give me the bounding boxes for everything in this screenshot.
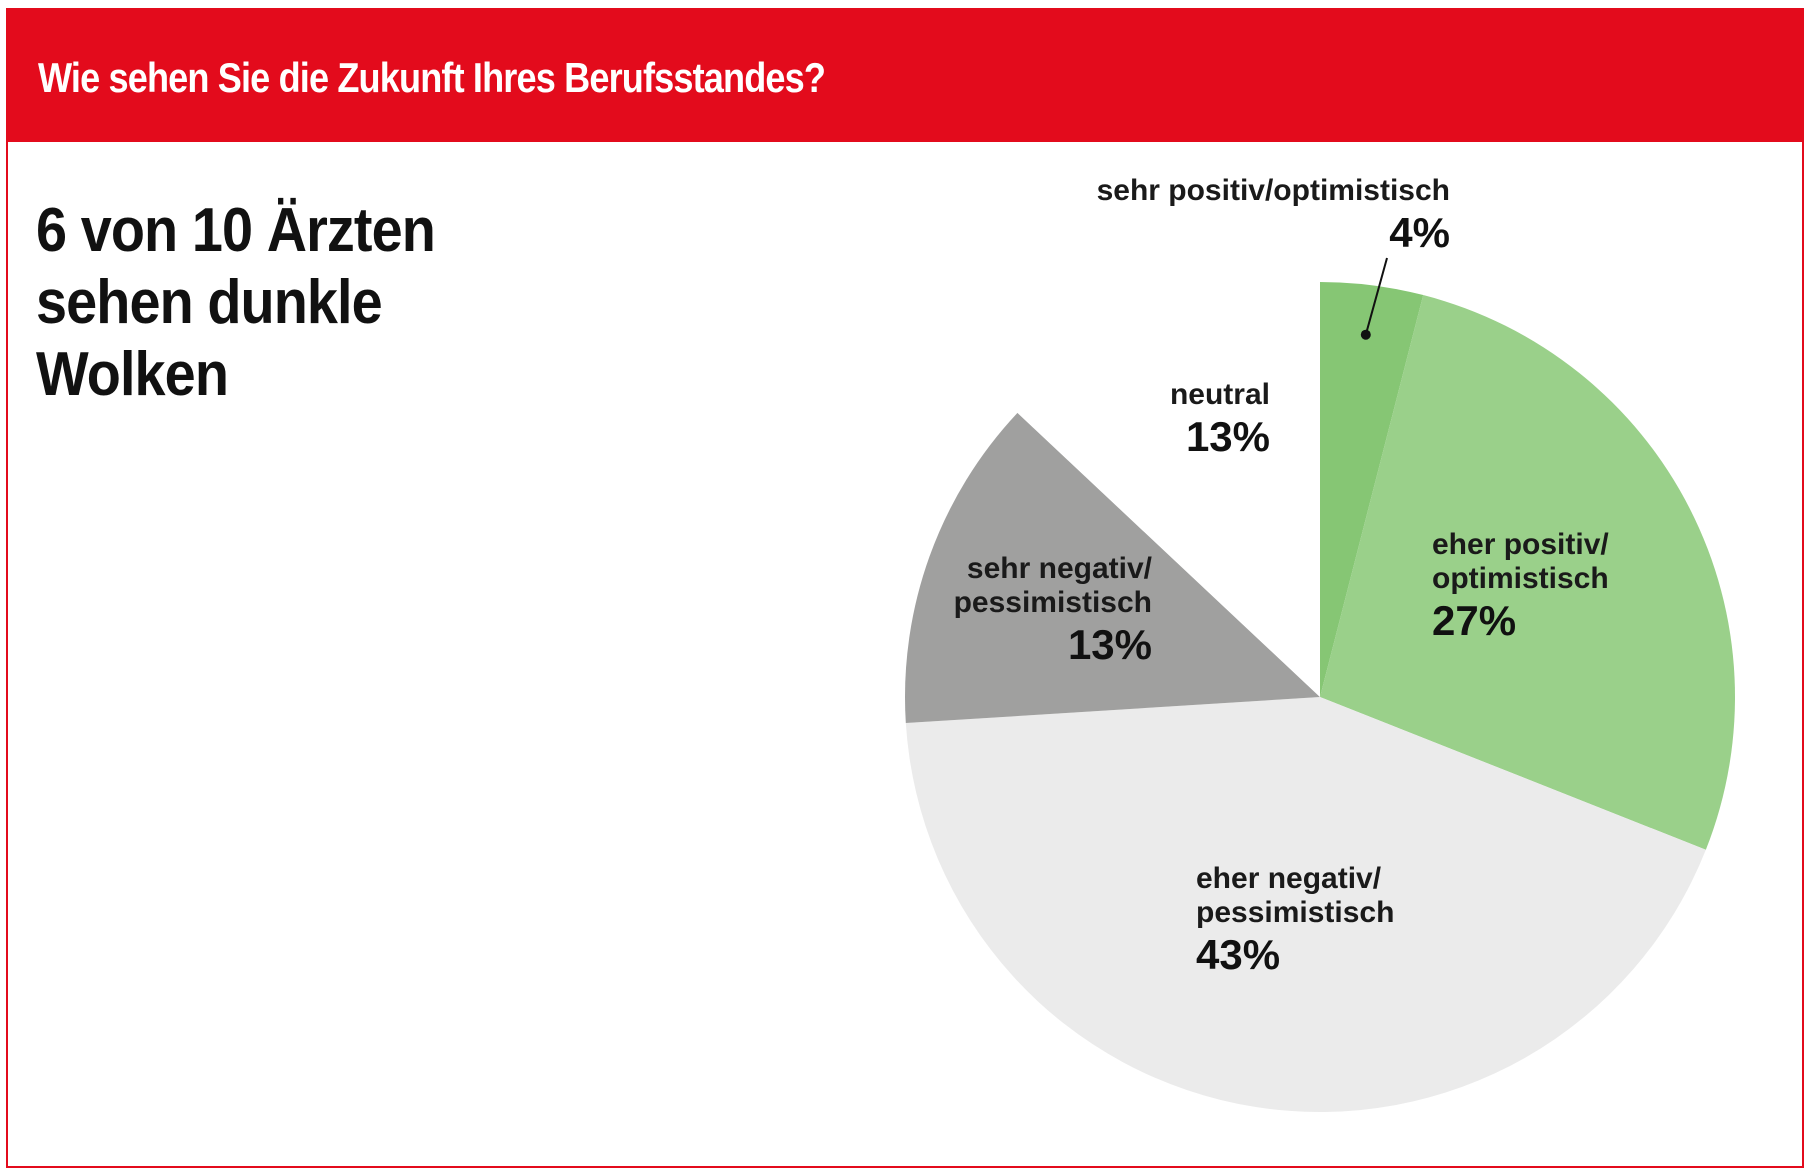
label-neutral-text: neutral [1169,378,1270,411]
label-sehr-positiv-text: sehr positiv/optimistisch [1096,174,1450,207]
leader-line [1364,257,1388,335]
pie-slice-eher-positiv [1320,295,1736,850]
label-eher-positiv-value: 27% [1432,597,1517,644]
label-eher-negativ-text: eher negativ/ pessimistisch [1196,862,1395,929]
pie-slices [905,282,1736,1113]
pie-slice-sehr-positiv [1320,282,1424,697]
label-sehr-negativ: sehr negativ/ pessimistisch 13% [926,552,1152,670]
label-eher-positiv-text: eher positiv/ optimistisch [1432,528,1609,595]
pie-slice-neutral [1017,282,1320,697]
leader-line-sehr-positiv [1360,257,1388,340]
label-neutral: neutral 13% [1100,378,1270,462]
pie-slice-sehr-negativ [905,412,1320,724]
label-sehr-negativ-value: 13% [1067,621,1152,668]
header-bar: Wie sehen Sie die Zukunft Ihres Berufsst… [8,10,1802,142]
pie-slice-eher-negativ [905,697,1706,1113]
label-eher-negativ-value: 43% [1196,931,1281,978]
label-sehr-positiv: sehr positiv/optimistisch 4% [1040,174,1450,258]
label-eher-negativ: eher negativ/ pessimistisch 43% [1196,862,1436,980]
label-neutral-value: 13% [1185,413,1270,460]
chart-title: Wie sehen Sie die Zukunft Ihres Berufsst… [38,54,826,101]
headline-line-3: Wolken [36,340,229,409]
label-sehr-negativ-text: sehr negativ/ pessimistisch [953,552,1152,619]
label-sehr-positiv-value: 4% [1389,209,1450,256]
headline-line-1: 6 von 10 Ärzten [36,196,436,265]
headline: 6 von 10 Ärzten sehen dunkle Wolken [36,195,504,411]
headline-line-2: sehen dunkle [36,268,383,337]
label-eher-positiv: eher positiv/ optimistisch 27% [1432,528,1652,646]
leader-dot [1360,329,1371,340]
